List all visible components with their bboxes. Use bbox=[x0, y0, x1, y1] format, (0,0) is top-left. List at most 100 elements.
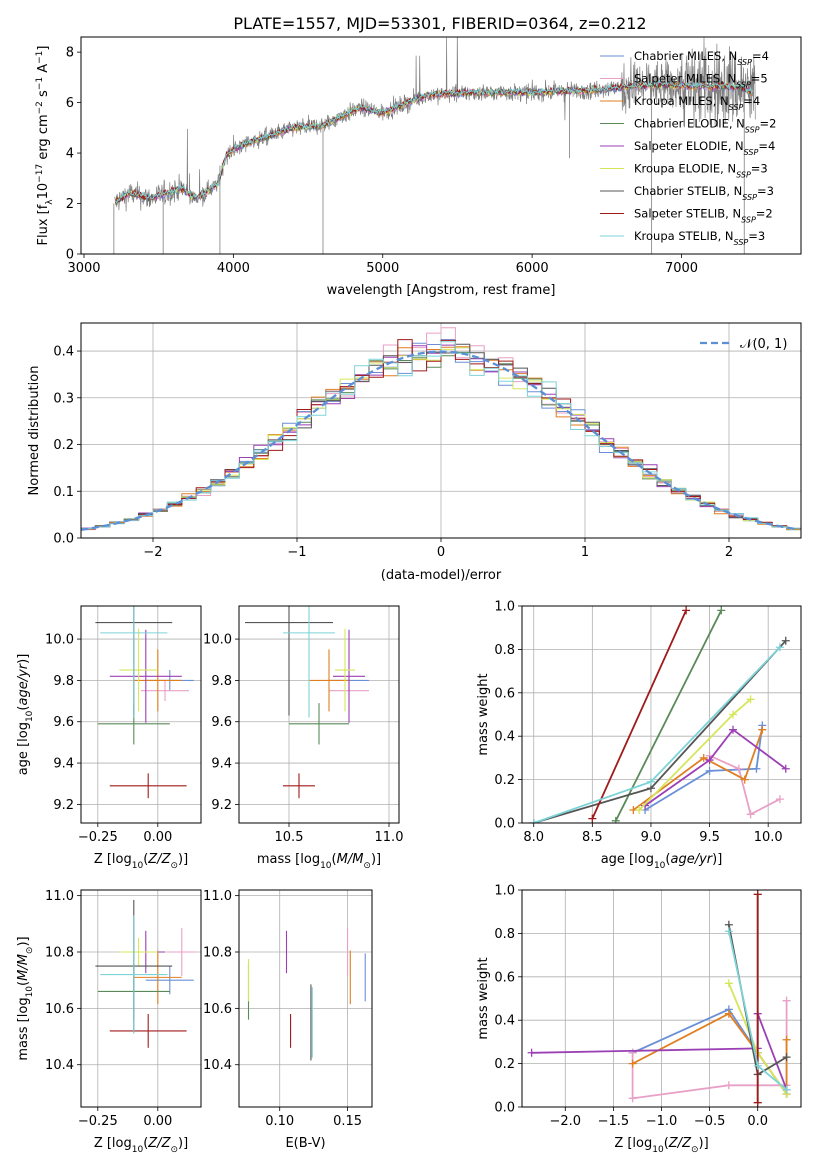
data-point bbox=[628, 1094, 637, 1103]
series-line bbox=[709, 754, 781, 816]
y-tick-label: 0 bbox=[66, 248, 74, 263]
legend-count: =2 bbox=[756, 207, 773, 221]
series-line bbox=[614, 609, 723, 822]
y-tick-label: 0.0 bbox=[494, 817, 515, 832]
y-tick-label: 10.0 bbox=[203, 633, 232, 648]
y-axis-label: mass weight bbox=[476, 673, 491, 755]
label-part: ( bbox=[665, 852, 670, 867]
x-tick-label: 2 bbox=[725, 545, 733, 560]
x-tick-label: 10.0 bbox=[754, 830, 783, 845]
label-part: erg cm bbox=[36, 114, 51, 163]
x-axis-label: (data-model)/error bbox=[381, 568, 502, 583]
data-point bbox=[529, 819, 538, 823]
label-part: M/M bbox=[337, 852, 364, 867]
x-tick-label: 3000 bbox=[67, 261, 100, 276]
x-tick-label: 10.5 bbox=[275, 830, 304, 845]
legend-count: =2 bbox=[760, 117, 777, 131]
y-tick-label: 8 bbox=[66, 46, 74, 61]
label-part: age/yr bbox=[670, 852, 713, 867]
y-tick-label: 9.8 bbox=[53, 674, 74, 689]
y-tick-label: 0.4 bbox=[53, 345, 74, 360]
y-tick-label: 10.4 bbox=[203, 1058, 232, 1073]
y-tick-label: 0.0 bbox=[494, 1101, 515, 1116]
legend-entry: Kroupa MILES, NSSP=4 bbox=[634, 94, 760, 112]
axes-frame bbox=[238, 605, 400, 824]
x-axis-label: mass [log10(M/M⊙)] bbox=[257, 852, 381, 871]
y-tick-label: 9.2 bbox=[53, 798, 74, 813]
label-part: mass [log bbox=[16, 997, 31, 1060]
x-tick-label: −2.0 bbox=[550, 1114, 582, 1129]
chart-title: PLATE=1557, MJD=53301, FIBERID=0364, z=0… bbox=[233, 14, 646, 33]
axes-frame bbox=[521, 605, 802, 824]
data-point bbox=[782, 1085, 791, 1094]
data-point bbox=[588, 814, 597, 823]
data-point bbox=[746, 810, 755, 819]
label-part: −1 bbox=[35, 77, 45, 90]
age-vs-mass-panel: 10.5 11.0 9.2 9.4 9.6 9.8 10.0 mass [log10(M/M⊙… bbox=[203, 605, 404, 871]
y-tick-label: 6 bbox=[66, 96, 74, 111]
legend-name: Kroupa STELIB, N bbox=[634, 229, 734, 243]
x-tick-label: −1 bbox=[287, 545, 306, 560]
data-point bbox=[781, 636, 790, 645]
data-point bbox=[705, 756, 714, 765]
series-line bbox=[591, 609, 687, 820]
label-part: )] bbox=[699, 1136, 709, 1151]
data-point bbox=[705, 766, 714, 775]
legend-sub: SSP bbox=[742, 193, 757, 202]
label-part: 10 bbox=[132, 861, 144, 871]
y-tick-label: 10.0 bbox=[45, 633, 74, 648]
x-tick-label: −0.5 bbox=[694, 1114, 726, 1129]
series-line bbox=[638, 698, 752, 811]
legend-name: Chabrier MILES, N bbox=[634, 49, 737, 63]
x-tick-label: 7000 bbox=[665, 261, 698, 276]
legend-name: Salpeter MILES, N bbox=[634, 72, 736, 86]
data-point bbox=[724, 979, 733, 988]
x-tick-label: 0.15 bbox=[333, 1114, 362, 1129]
label-part: )] bbox=[712, 852, 722, 867]
x-tick-label: −0.25 bbox=[78, 830, 118, 845]
legend-count: =4 bbox=[758, 139, 775, 153]
x-axis-label: Z [log10(Z/Z⊙)] bbox=[94, 852, 188, 871]
y-tick-label: 0.6 bbox=[494, 970, 515, 985]
series-line bbox=[632, 729, 764, 811]
label-part: ( bbox=[16, 706, 31, 711]
label-part: Z/Z bbox=[668, 1136, 692, 1151]
legend-count: =3 bbox=[751, 162, 768, 176]
legend-sub: SSP bbox=[744, 148, 759, 157]
x-tick-label: 0 bbox=[437, 545, 445, 560]
x-tick-label: 0.10 bbox=[265, 1114, 294, 1129]
data-point bbox=[775, 795, 784, 804]
label-part: )] bbox=[178, 1136, 188, 1151]
normal-curve bbox=[81, 350, 799, 531]
label-part: s bbox=[36, 90, 51, 101]
axes-frame bbox=[80, 605, 202, 824]
legend-sub: SSP bbox=[741, 215, 756, 224]
y-tick-label: 9.4 bbox=[211, 757, 232, 772]
y-tick-label: 0.6 bbox=[494, 686, 515, 701]
legend-sub: SSP bbox=[729, 103, 744, 112]
y-tick-label: 1.0 bbox=[494, 884, 515, 899]
y-axis-label: Flux [fλ10−17 erg cm−2 s−1 A−1] bbox=[35, 46, 55, 246]
data-point bbox=[729, 725, 738, 734]
data-point bbox=[753, 1098, 762, 1107]
plot-content bbox=[95, 899, 197, 1048]
x-tick-label: 0.00 bbox=[143, 1114, 172, 1129]
y-tick-label: 4 bbox=[66, 147, 74, 162]
label-part: Flux [f bbox=[36, 204, 51, 245]
x-tick-label: −0.25 bbox=[78, 1114, 118, 1129]
label-part: ( bbox=[143, 1136, 148, 1151]
legend-entry: 𝒩(0, 1) bbox=[740, 337, 787, 352]
legend-entry: Chabrier STELIB, NSSP=3 bbox=[634, 184, 774, 202]
label-part: ⊙ bbox=[170, 861, 178, 871]
legend-count: =4 bbox=[752, 49, 769, 63]
y-tick-label: 10.6 bbox=[203, 1002, 232, 1017]
data-point bbox=[758, 725, 767, 734]
legend-count: =5 bbox=[751, 72, 768, 86]
legend-entry: Salpeter MILES, NSSP=5 bbox=[634, 72, 768, 90]
x-tick-label: 11.0 bbox=[375, 830, 404, 845]
x-tick-label: 9.0 bbox=[641, 830, 662, 845]
plot-content bbox=[81, 327, 801, 538]
label-part: Z [log bbox=[94, 1136, 132, 1151]
label-part: 10 bbox=[25, 986, 35, 998]
